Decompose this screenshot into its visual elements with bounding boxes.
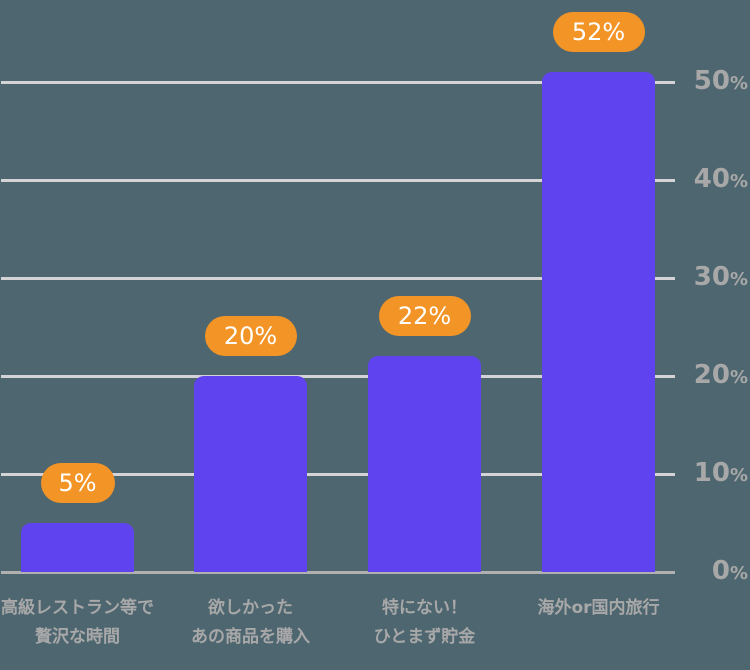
x-label-line1: 特にない！: [382, 598, 467, 618]
x-label-line2: あの商品を購入: [191, 627, 310, 647]
x-label-line1: 海外or国内旅行: [537, 598, 660, 618]
y-tick-value: 10: [693, 458, 730, 488]
x-label-line2: 贅沢な時間: [35, 627, 120, 647]
value-label-badge: 20%: [204, 316, 297, 356]
y-tick-label: 50%: [680, 66, 748, 99]
x-category-label: 海外or国内旅行: [513, 594, 685, 623]
y-tick-value: 50: [693, 66, 730, 96]
gridline-50: [1, 81, 675, 84]
y-tick-label: 40%: [680, 164, 748, 197]
bar-0: [21, 523, 134, 572]
x-category-label: 高級レストラン等で 贅沢な時間: [0, 594, 164, 652]
y-tick-value: 30: [693, 262, 730, 292]
y-tick-value: 20: [693, 360, 730, 390]
bar-1: [194, 376, 307, 572]
value-label-badge: 52%: [552, 12, 645, 53]
gridline-10: [1, 473, 675, 476]
x-category-label: 欲しかったあの商品を購入: [165, 594, 337, 652]
y-tick-label: 20%: [680, 360, 748, 393]
y-tick-unit: %: [729, 563, 748, 584]
y-tick-value: 0: [711, 556, 730, 586]
x-category-label: 特にない！ ひとまず貯金: [339, 594, 511, 652]
y-tick-unit: %: [729, 171, 748, 192]
x-label-line1: 欲しかった: [208, 598, 293, 618]
value-label-badge: 22%: [378, 296, 471, 337]
y-tick-label: 30%: [680, 262, 748, 295]
bar-3: [542, 72, 655, 572]
y-tick-label: 10%: [680, 458, 748, 491]
value-label-badge: 5%: [40, 463, 115, 503]
gridline-20: [1, 375, 675, 378]
bar-2: [368, 356, 481, 572]
y-tick-value: 40: [693, 164, 730, 194]
x-label-line2: ひとまず貯金: [373, 627, 476, 647]
gridline-40: [1, 179, 675, 182]
x-label-line1: 高級レストラン等で: [1, 598, 154, 618]
gridline-30: [1, 277, 675, 280]
y-tick-unit: %: [729, 367, 748, 388]
y-tick-unit: %: [729, 73, 748, 94]
y-tick-unit: %: [729, 465, 748, 486]
gridline-0: [1, 571, 675, 574]
y-tick-label: 0%: [680, 556, 748, 589]
y-tick-unit: %: [729, 269, 748, 290]
